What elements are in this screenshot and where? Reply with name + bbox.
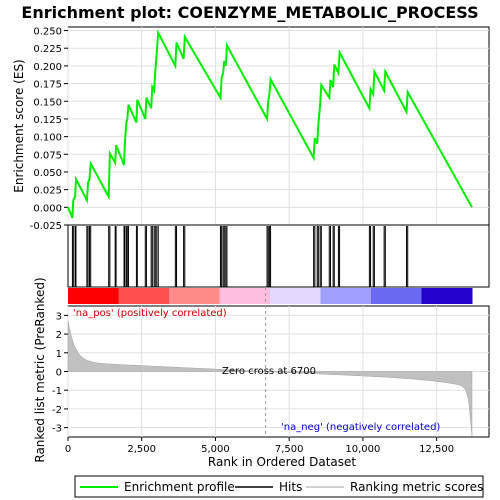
zero-cross-label: Zero cross at 6700 bbox=[222, 366, 316, 377]
color-bar-segment bbox=[219, 288, 271, 304]
metric-y-tick-label: 0 bbox=[56, 368, 62, 379]
hits-panel-frame bbox=[67, 224, 490, 288]
es-y-ticks: -0.025 0.000 0.025 0.050 0.075 0.100 0.125 0.15… bbox=[30, 27, 68, 232]
hits-panel bbox=[67, 224, 490, 304]
enrichment-profile-line bbox=[67, 29, 473, 219]
metric-y-tick-label: -2 bbox=[52, 405, 62, 416]
es-y-tick-label: 0.250 bbox=[33, 27, 62, 38]
ranking-metric-area bbox=[67, 320, 473, 437]
es-y-tick-label: 0.175 bbox=[33, 80, 62, 91]
color-bar-segment bbox=[169, 288, 220, 304]
metric-y-tick-label: 1 bbox=[56, 349, 62, 360]
x-tick-label: 10,000 bbox=[345, 444, 380, 455]
legend: Enrichment profile Hits Ranking metric s… bbox=[74, 475, 484, 498]
es-y-tick-label: 0.150 bbox=[33, 97, 62, 108]
color-bar-segment bbox=[270, 288, 321, 304]
metric-panel: -3 -2 -1 0 1 2 3 'na_pos' (positively correlat… bbox=[33, 277, 490, 463]
es-y-tick-label: 0.225 bbox=[33, 44, 62, 55]
es-y-tick-label: 0.100 bbox=[33, 133, 62, 144]
metric-y-tick-label: -3 bbox=[52, 424, 62, 435]
metric-y-tick-label: 3 bbox=[56, 311, 62, 322]
es-y-tick-label: 0.050 bbox=[33, 168, 62, 179]
x-axis-label: Rank in Ordered Dataset bbox=[208, 455, 356, 469]
x-axis-ticks: 0 2,500 5,000 7,500 10,000 12,500 bbox=[65, 437, 454, 455]
es-y-tick-label: 0.200 bbox=[33, 62, 62, 73]
legend-frame bbox=[74, 475, 484, 498]
color-bar-segment bbox=[118, 288, 170, 304]
color-bar-segment bbox=[320, 288, 372, 304]
legend-enrichment-label: Enrichment profile bbox=[124, 480, 235, 494]
rank-color-bar bbox=[68, 288, 473, 304]
color-bar-segment bbox=[421, 288, 473, 304]
color-bar-segment bbox=[371, 288, 422, 304]
es-y-tick-label: 0.075 bbox=[33, 150, 62, 161]
legend-hits-label: Hits bbox=[279, 480, 302, 494]
es-y-axis-label: Enrichment score (ES) bbox=[12, 59, 26, 192]
neg-correlated-label: 'na_neg' (negatively correlated) bbox=[281, 422, 440, 433]
x-tick-label: 0 bbox=[65, 444, 71, 455]
hit-lines bbox=[71, 226, 409, 287]
metric-y-tick-label: -1 bbox=[52, 386, 62, 397]
chart-title: Enrichment plot: COENZYME_METABOLIC_PROC… bbox=[21, 3, 478, 22]
es-y-tick-label: -0.025 bbox=[30, 221, 62, 232]
legend-metric-label: Ranking metric scores bbox=[350, 480, 483, 494]
x-tick-label: 2,500 bbox=[127, 444, 156, 455]
x-tick-label: 12,500 bbox=[419, 444, 454, 455]
metric-y-axis-label: Ranked list metric (PreRanked) bbox=[33, 277, 47, 462]
es-y-tick-label: 0.025 bbox=[33, 186, 62, 197]
es-y-tick-label: 0.125 bbox=[33, 115, 62, 126]
es-panel: -0.025 0.000 0.025 0.050 0.075 0.100 0.125 0.15… bbox=[12, 26, 490, 232]
x-tick-label: 7,500 bbox=[275, 444, 304, 455]
pos-correlated-label: 'na_pos' (positively correlated) bbox=[73, 308, 227, 319]
es-y-tick-label: 0.000 bbox=[33, 203, 62, 214]
color-bar-segment bbox=[68, 288, 119, 304]
metric-y-tick-label: 2 bbox=[56, 330, 62, 341]
metric-y-ticks: -3 -2 -1 0 1 2 3 bbox=[52, 311, 68, 435]
es-panel-frame bbox=[67, 26, 490, 226]
x-tick-label: 5,000 bbox=[201, 444, 230, 455]
